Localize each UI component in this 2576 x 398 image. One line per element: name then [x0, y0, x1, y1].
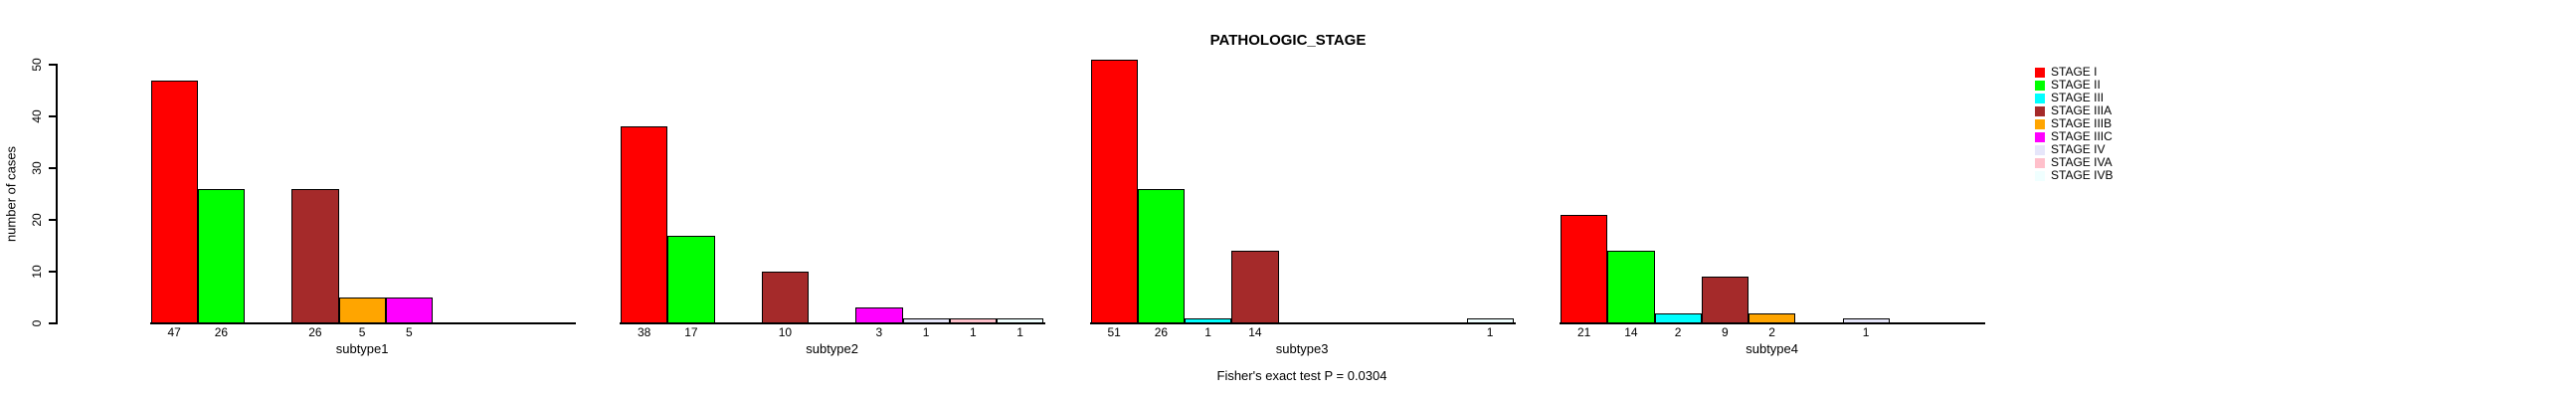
legend-label: STAGE IVB [2051, 168, 2114, 183]
bar-value-label: 1 [1862, 325, 1870, 339]
bar-subtype4-stage-i [1561, 214, 1608, 323]
x-axis-baseline [620, 322, 1046, 324]
bar-subtype3-stage-ivb [1466, 317, 1514, 323]
bar-subtype2-stage-iiic [855, 307, 903, 323]
bar-subtype3-stage-iiia [1231, 251, 1279, 323]
bar-subtype1-stage-i [150, 80, 198, 323]
y-tick-label: 40 [30, 109, 44, 123]
bar-value-label: 21 [1576, 325, 1591, 339]
bar-value-label: 2 [1768, 325, 1775, 339]
legend-item: STAGE IVA [2035, 156, 2113, 169]
y-axis-tick [49, 271, 57, 273]
bar-value-label: 2 [1674, 325, 1682, 339]
bar-subtype4-stage-iii [1654, 312, 1702, 323]
bar-subtype4-stage-ii [1607, 251, 1655, 323]
legend-swatch [2035, 67, 2045, 78]
bar-value-label: 5 [406, 325, 413, 339]
x-axis-group-label-subtype3: subtype3 [1275, 341, 1329, 356]
legend-label: STAGE I [2051, 65, 2098, 79]
legend-label: STAGE IV [2051, 142, 2106, 157]
bar-value-label: 1 [970, 325, 977, 339]
legend-item: STAGE II [2035, 79, 2101, 92]
y-axis-title: number of cases [3, 145, 19, 243]
bar-subtype2-stage-ivb [997, 317, 1044, 323]
bar-subtype1-stage-iiib [338, 298, 386, 323]
x-axis-baseline [149, 322, 576, 324]
bar-value-label: 51 [1107, 325, 1121, 339]
bar-value-label: 10 [778, 325, 793, 339]
y-tick-label: 10 [30, 265, 44, 279]
bar-subtype1-stage-ii [197, 188, 245, 323]
bar-value-label: 14 [1624, 325, 1638, 339]
bar-value-label: 14 [1248, 325, 1262, 339]
bar-value-label: 47 [167, 325, 181, 339]
bar-subtype4-stage-iiib [1748, 312, 1796, 323]
legend-item: STAGE III [2035, 92, 2104, 104]
legend-swatch [2035, 157, 2045, 168]
y-tick-label: 20 [30, 213, 44, 227]
legend-label: STAGE IIIC [2051, 129, 2113, 144]
y-axis-tick [49, 322, 57, 324]
bar-subtype4-stage-iv [1842, 317, 1890, 323]
bar-value-label: 1 [1486, 325, 1494, 339]
bar-subtype1-stage-iiic [385, 298, 433, 323]
legend-item: STAGE IVB [2035, 169, 2113, 182]
legend-swatch [2035, 131, 2045, 142]
x-axis-group-label-subtype1: subtype1 [335, 341, 389, 356]
legend-swatch [2035, 80, 2045, 91]
legend-swatch [2035, 105, 2045, 116]
y-axis-tick [49, 219, 57, 221]
x-axis-baseline [1089, 322, 1516, 324]
bar-subtype3-stage-ii [1137, 188, 1185, 323]
legend-swatch [2035, 93, 2045, 103]
bar-value-label: 1 [1016, 325, 1023, 339]
bar-subtype2-stage-ii [667, 235, 715, 323]
bar-subtype2-stage-iv [902, 317, 950, 323]
legend-item: STAGE IV [2035, 143, 2105, 156]
y-axis-line [56, 64, 58, 324]
legend-item: STAGE I [2035, 66, 2097, 79]
legend-item: STAGE IIIA [2035, 104, 2112, 117]
bar-subtype1-stage-iiia [291, 188, 339, 323]
bar-value-label: 1 [1204, 325, 1211, 339]
bar-value-label: 26 [308, 325, 322, 339]
bar-value-label: 9 [1722, 325, 1729, 339]
x-axis-group-label-subtype4: subtype4 [1746, 341, 1798, 356]
x-axis-group-label-subtype2: subtype2 [806, 341, 858, 356]
y-axis-tick [49, 115, 57, 117]
y-tick-label: 50 [30, 58, 44, 72]
x-axis-baseline [1560, 322, 1986, 324]
chart-title: PATHOLOGIC_STAGE [1209, 32, 1367, 49]
fisher-test-footnote: Fisher's exact test P = 0.0304 [1216, 368, 1387, 383]
y-axis-tick [49, 167, 57, 169]
bar-value-label: 26 [1154, 325, 1169, 339]
legend-item: STAGE IIIB [2035, 117, 2112, 130]
legend-item: STAGE IIIC [2035, 130, 2113, 143]
legend-swatch [2035, 144, 2045, 155]
bar-value-label: 1 [922, 325, 930, 339]
bar-subtype3-stage-i [1090, 59, 1138, 323]
bar-value-label: 26 [214, 325, 229, 339]
bar-value-label: 3 [875, 325, 883, 339]
legend-swatch [2035, 118, 2045, 129]
y-tick-label: 30 [30, 161, 44, 175]
bar-value-label: 38 [637, 325, 651, 339]
bar-subtype2-stage-iiia [761, 272, 809, 323]
legend-label: STAGE II [2051, 78, 2101, 93]
legend-label: STAGE III [2051, 91, 2105, 105]
bar-value-label: 5 [358, 325, 366, 339]
legend-swatch [2035, 170, 2045, 181]
legend-label: STAGE IIIA [2051, 103, 2113, 118]
bar-value-label: 17 [684, 325, 698, 339]
bar-subtype4-stage-iiia [1701, 277, 1748, 323]
y-axis-tick [49, 64, 57, 66]
bar-subtype3-stage-iii [1185, 317, 1232, 323]
legend-label: STAGE IIIB [2051, 116, 2113, 131]
bar-subtype2-stage-iva [949, 317, 997, 323]
y-tick-label: 0 [30, 319, 44, 327]
bar-subtype2-stage-i [621, 126, 668, 323]
legend-label: STAGE IVA [2051, 155, 2113, 170]
